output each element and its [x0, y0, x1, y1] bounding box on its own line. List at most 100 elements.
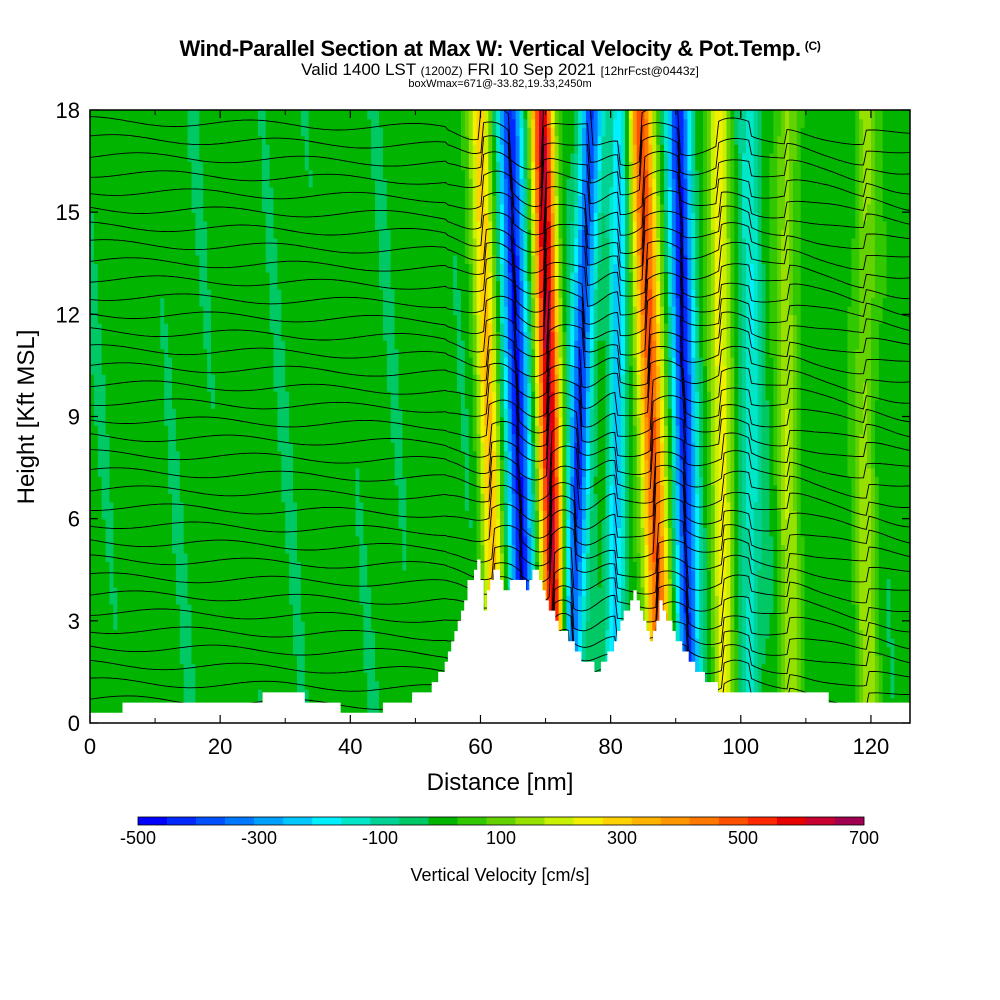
velocity-cell: [554, 586, 560, 597]
velocity-cell: [718, 629, 728, 639]
velocity-cell: [742, 671, 747, 682]
velocity-cell: [273, 356, 286, 367]
velocity-cell: [675, 254, 681, 264]
velocity-cell: [531, 552, 536, 562]
velocity-cell: [859, 688, 864, 699]
velocity-cell: [531, 442, 536, 452]
velocity-cell: [550, 331, 556, 341]
velocity-cell: [687, 552, 693, 562]
velocity-cell: [613, 373, 622, 384]
velocity-cell: [691, 433, 696, 443]
velocity-cell: [476, 271, 482, 282]
velocity-cell: [738, 339, 743, 350]
velocity-cell: [777, 476, 782, 486]
velocity-cell: [699, 339, 704, 350]
velocity-cell: [585, 467, 591, 477]
velocity-cell: [453, 280, 458, 290]
velocity-cell: [472, 331, 478, 341]
velocity-cell: [707, 425, 712, 435]
velocity-cell: [621, 569, 626, 580]
velocity-cell: [93, 382, 107, 392]
velocity-cell: [168, 484, 181, 494]
velocity-cell: [628, 595, 638, 605]
velocity-cell: [781, 527, 798, 537]
velocity-cell: [792, 348, 798, 358]
velocity-cell: [765, 305, 771, 316]
velocity-cell: [671, 569, 677, 580]
velocity-cell: [183, 688, 197, 699]
velocity-cell: [621, 391, 626, 401]
velocity-cell: [847, 442, 857, 452]
velocity-cell: [753, 620, 759, 631]
velocity-cell: [582, 620, 587, 631]
velocity-cell: [656, 510, 661, 520]
velocity-cell: [796, 450, 802, 460]
velocity-cell: [675, 391, 681, 401]
velocity-cell: [847, 391, 857, 401]
velocity-cell: [796, 586, 802, 597]
velocity-cell: [300, 697, 310, 707]
velocity-cell: [699, 569, 704, 580]
velocity-cell: [753, 603, 759, 614]
velocity-cell: [699, 654, 704, 665]
velocity-cell: [500, 382, 505, 392]
velocity-cell: [179, 459, 283, 469]
velocity-cell: [621, 518, 626, 528]
velocity-cell: [589, 535, 599, 545]
velocity-cell: [687, 603, 693, 614]
velocity-cell: [578, 348, 583, 358]
velocity-cell: [867, 433, 872, 443]
velocity-cell: [800, 518, 853, 528]
velocity-cell: [492, 348, 497, 358]
velocity-cell: [675, 603, 681, 614]
velocity-cell: [468, 322, 474, 333]
velocity-cell: [703, 425, 708, 435]
velocity-cell: [703, 476, 708, 486]
velocity-cell: [500, 356, 505, 367]
velocity-cell: [527, 280, 532, 290]
velocity-cell: [679, 527, 685, 537]
velocity-cell: [730, 603, 736, 614]
velocity-cell: [656, 356, 661, 367]
velocity-cell: [664, 425, 669, 435]
velocity-cell: [660, 263, 665, 273]
velocity-cell: [679, 578, 685, 588]
velocity-cell: [398, 391, 462, 401]
velocity-cell: [562, 620, 568, 631]
velocity-cell: [613, 331, 622, 341]
velocity-cell: [675, 348, 681, 358]
velocity-cell: [777, 339, 782, 350]
velocity-cell: [379, 263, 392, 273]
velocity-cell: [488, 254, 493, 264]
velocity-cell: [359, 578, 368, 588]
velocity-cell: [726, 552, 732, 562]
velocity-cell: [886, 620, 892, 631]
velocity-cell: [800, 603, 806, 614]
velocity-cell: [492, 254, 497, 264]
velocity-cell: [761, 433, 771, 443]
velocity-cell: [683, 339, 689, 350]
velocity-cell: [554, 339, 560, 350]
velocity-cell: [589, 527, 599, 537]
velocity-cell: [757, 493, 763, 503]
velocity-cell: [519, 493, 525, 503]
velocity-cell: [523, 373, 529, 384]
velocity-cell: [695, 391, 700, 401]
velocity-cell: [703, 484, 708, 494]
velocity-cell: [675, 382, 681, 392]
velocity-cell: [492, 416, 497, 426]
velocity-cell: [714, 399, 720, 409]
velocity-cell: [742, 586, 751, 597]
velocity-cell: [519, 254, 525, 264]
velocity-cell: [714, 288, 724, 299]
velocity-cell: [644, 561, 650, 571]
velocity-cell: [710, 629, 716, 639]
velocity-cell: [753, 339, 759, 350]
velocity-cell: [480, 280, 490, 290]
velocity-cell: [644, 288, 654, 299]
velocity-cell: [773, 356, 778, 367]
velocity-cell: [621, 280, 626, 290]
velocity-cell: [550, 501, 556, 511]
velocity-cell: [644, 442, 650, 452]
velocity-cell: [714, 544, 720, 554]
